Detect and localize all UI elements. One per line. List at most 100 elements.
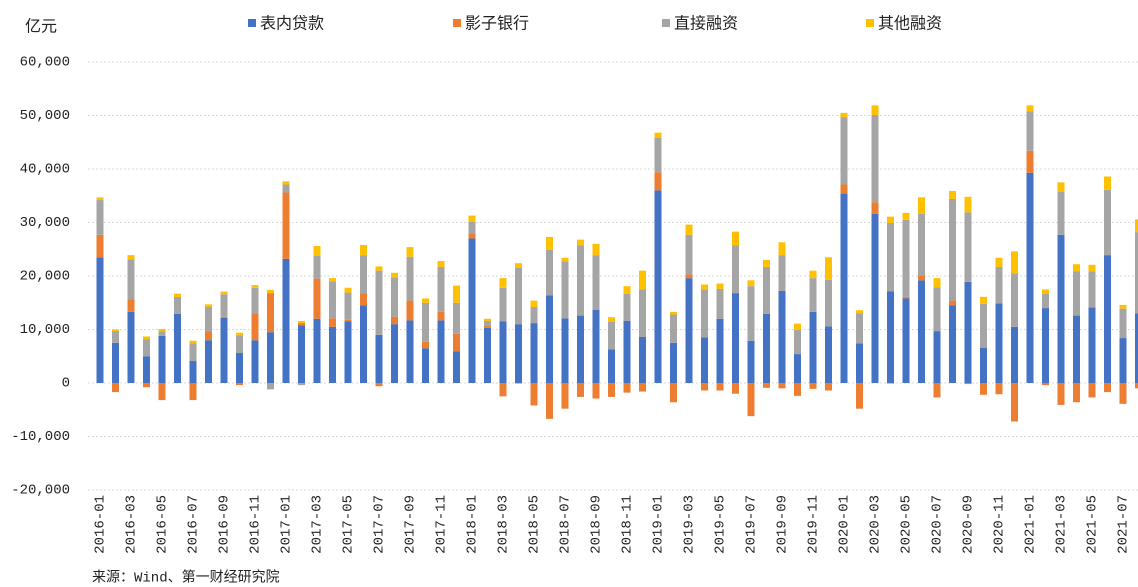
bar-segment <box>561 318 569 383</box>
bar-segment <box>980 347 987 383</box>
bar-segment <box>422 348 429 383</box>
bar-segment <box>778 242 786 256</box>
bar-segment <box>1042 293 1049 309</box>
bar-segment <box>639 383 646 392</box>
x-tick-label: 2016-05 <box>155 495 171 554</box>
bar-segment <box>949 190 956 199</box>
bar-segment <box>453 302 460 334</box>
x-tick-label: 2020-05 <box>899 495 915 554</box>
x-tick-label: 2018-05 <box>527 495 543 554</box>
bar-segment <box>422 341 429 349</box>
bar-segment <box>1104 255 1111 383</box>
bar-segment <box>561 257 569 262</box>
bar-segment <box>546 236 553 250</box>
bar-segment <box>763 383 770 388</box>
bar-segment <box>918 280 925 383</box>
bar-segment <box>158 335 166 383</box>
bar-segment <box>716 288 724 319</box>
y-unit-label: 亿元 <box>25 17 57 36</box>
bar-segment <box>701 284 708 290</box>
bar-segment <box>515 263 522 268</box>
bar-segment <box>887 216 894 224</box>
bar-segment <box>716 283 724 289</box>
bar-segment <box>871 213 879 383</box>
bar-segment <box>96 234 104 258</box>
bar-segment <box>1042 289 1049 294</box>
bar-segment <box>964 383 972 385</box>
bar-segment <box>809 270 817 279</box>
bar-segment <box>592 309 600 383</box>
bar-segment <box>236 335 243 354</box>
x-tick-label: 2021-01 <box>1023 495 1039 554</box>
bar-segment <box>701 383 708 391</box>
bar-segment <box>360 255 367 294</box>
bar-segment <box>205 304 212 308</box>
bar-segment <box>1057 383 1065 405</box>
bar-segment <box>825 257 832 280</box>
y-tick-label: 50,000 <box>20 108 70 124</box>
bar-segment <box>840 184 848 194</box>
bar-segment <box>871 105 879 115</box>
bar-segment <box>298 383 305 386</box>
x-tick-label: 2017-03 <box>310 495 326 554</box>
bar-segment <box>1088 307 1096 383</box>
legend-swatch <box>662 19 670 27</box>
bar-segment <box>515 267 522 325</box>
x-tick-label: 2018-07 <box>558 495 574 554</box>
bar-segment <box>1042 383 1049 386</box>
bar-segment <box>251 287 259 314</box>
bar-segment <box>437 261 445 267</box>
bar-segment <box>158 331 166 336</box>
bar-segment <box>623 293 631 321</box>
bar-segment <box>174 296 181 314</box>
bar-segment <box>654 137 662 173</box>
x-tick-label: 2017-05 <box>341 495 357 554</box>
bar-segment <box>918 197 925 214</box>
bar-segment <box>933 278 941 288</box>
bar-segment <box>561 383 569 409</box>
bar-segment <box>763 313 770 383</box>
bar-segment <box>670 311 677 315</box>
y-tick-label: -20,000 <box>11 483 70 499</box>
bar-segment <box>592 243 600 256</box>
bar-segment <box>96 200 104 235</box>
bar-segment <box>236 332 243 336</box>
legend-swatch <box>453 19 461 27</box>
bar-segment <box>732 293 739 383</box>
x-tick-label: 2016-01 <box>93 495 109 554</box>
bar-segment <box>825 383 832 391</box>
bar-segment <box>499 383 507 397</box>
bar-segment <box>639 336 646 383</box>
bar-segment <box>127 255 135 260</box>
bar-segment <box>763 259 770 267</box>
bar-segment <box>453 351 460 383</box>
bar-segment <box>856 313 863 344</box>
bar-segment <box>933 383 941 398</box>
bar-segment <box>530 323 538 383</box>
bar-segment <box>313 246 321 256</box>
bar-segment <box>143 356 150 383</box>
bar-segment <box>809 311 817 383</box>
legend-label: 其他融资 <box>878 14 942 33</box>
bar-segment <box>654 190 662 383</box>
bar-segment <box>391 324 398 383</box>
bar-segment <box>251 285 259 288</box>
bar-segment <box>143 383 150 388</box>
bar-segment <box>344 321 352 383</box>
y-tick-label: 0 <box>62 376 70 392</box>
bar-segment <box>1026 111 1034 151</box>
bar-segment <box>778 290 786 383</box>
bar-segment <box>189 340 197 344</box>
bar-segment <box>406 256 414 301</box>
bar-segment <box>608 349 615 383</box>
bar-segment <box>654 172 662 191</box>
bar-segment <box>329 281 336 319</box>
bar-segment <box>623 286 631 294</box>
bar-segment <box>561 261 569 319</box>
x-tick-label: 2019-05 <box>713 495 729 554</box>
y-tick-label: -10,000 <box>11 429 70 445</box>
bar-segment <box>918 213 925 276</box>
bar-segment <box>282 181 290 185</box>
x-tick-label: 2017-07 <box>372 495 388 554</box>
